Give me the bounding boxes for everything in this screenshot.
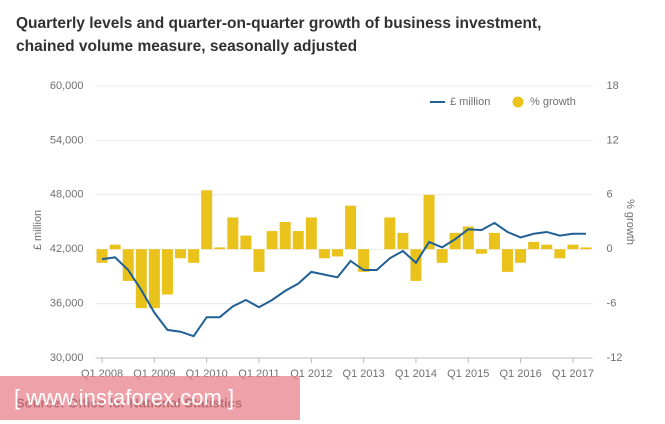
bar [188, 249, 200, 263]
bar [541, 244, 553, 250]
x-tick-label: Q1 2016 [499, 368, 541, 380]
bar [462, 226, 474, 250]
bar [253, 249, 265, 272]
y-tick-label: 54,000 [50, 134, 84, 146]
chart-title: Quarterly levels and quarter-on-quarter … [16, 15, 541, 32]
legend-label: £ million [450, 96, 490, 108]
legend-label: % growth [530, 96, 576, 108]
bar [358, 249, 370, 272]
bar [528, 241, 540, 250]
bar [410, 249, 422, 281]
y2-tick-label: -6 [607, 298, 617, 310]
bar [266, 231, 278, 250]
bar [567, 244, 579, 250]
bar [554, 249, 566, 259]
line [101, 221, 586, 338]
bar [515, 249, 527, 263]
legend-dot [512, 96, 524, 108]
watermark: [ www.instaforex.com ] [14, 385, 234, 410]
bar [384, 217, 396, 250]
bar [122, 249, 134, 281]
y-tick-label: 60,000 [50, 80, 84, 92]
bar [240, 235, 252, 250]
y2-tick-label: 6 [607, 189, 613, 201]
bar [175, 249, 187, 259]
bar [109, 244, 121, 250]
bar [423, 194, 435, 250]
bar [214, 247, 226, 250]
chart-title: chained volume measure, seasonally adjus… [16, 38, 357, 55]
y2-axis-label: % growth [624, 199, 636, 245]
bar [161, 249, 173, 295]
bar [318, 249, 330, 259]
bar [279, 222, 291, 250]
bar [397, 232, 409, 250]
bar [305, 217, 317, 250]
y-tick-label: 36,000 [50, 298, 84, 310]
bar [227, 217, 239, 250]
watermark-box [0, 376, 300, 420]
bar [201, 190, 213, 250]
y-tick-label: 30,000 [50, 352, 84, 364]
y2-tick-label: 18 [607, 80, 619, 92]
bar [475, 249, 487, 254]
y2-tick-label: 0 [607, 243, 613, 255]
x-tick-label: Q1 2015 [447, 368, 489, 380]
x-tick-label: Q1 2012 [290, 368, 332, 380]
y-tick-label: 42,000 [50, 243, 84, 255]
bar [502, 249, 514, 272]
bar [331, 249, 343, 257]
bar [488, 232, 500, 250]
y-axis-label: £ million [32, 210, 44, 250]
bar [345, 205, 357, 250]
bar [449, 232, 461, 250]
bar [148, 249, 160, 309]
bar [135, 249, 147, 309]
y2-tick-label: 12 [607, 134, 619, 146]
x-tick-label: Q1 2017 [552, 368, 594, 380]
bar [580, 247, 592, 250]
y2-tick-label: -12 [607, 352, 623, 364]
y-tick-label: 48,000 [50, 189, 84, 201]
x-tick-label: Q1 2013 [343, 368, 385, 380]
bar [96, 249, 108, 263]
bar [436, 249, 448, 263]
x-tick-label: Q1 2014 [395, 368, 437, 380]
bar [292, 231, 304, 250]
